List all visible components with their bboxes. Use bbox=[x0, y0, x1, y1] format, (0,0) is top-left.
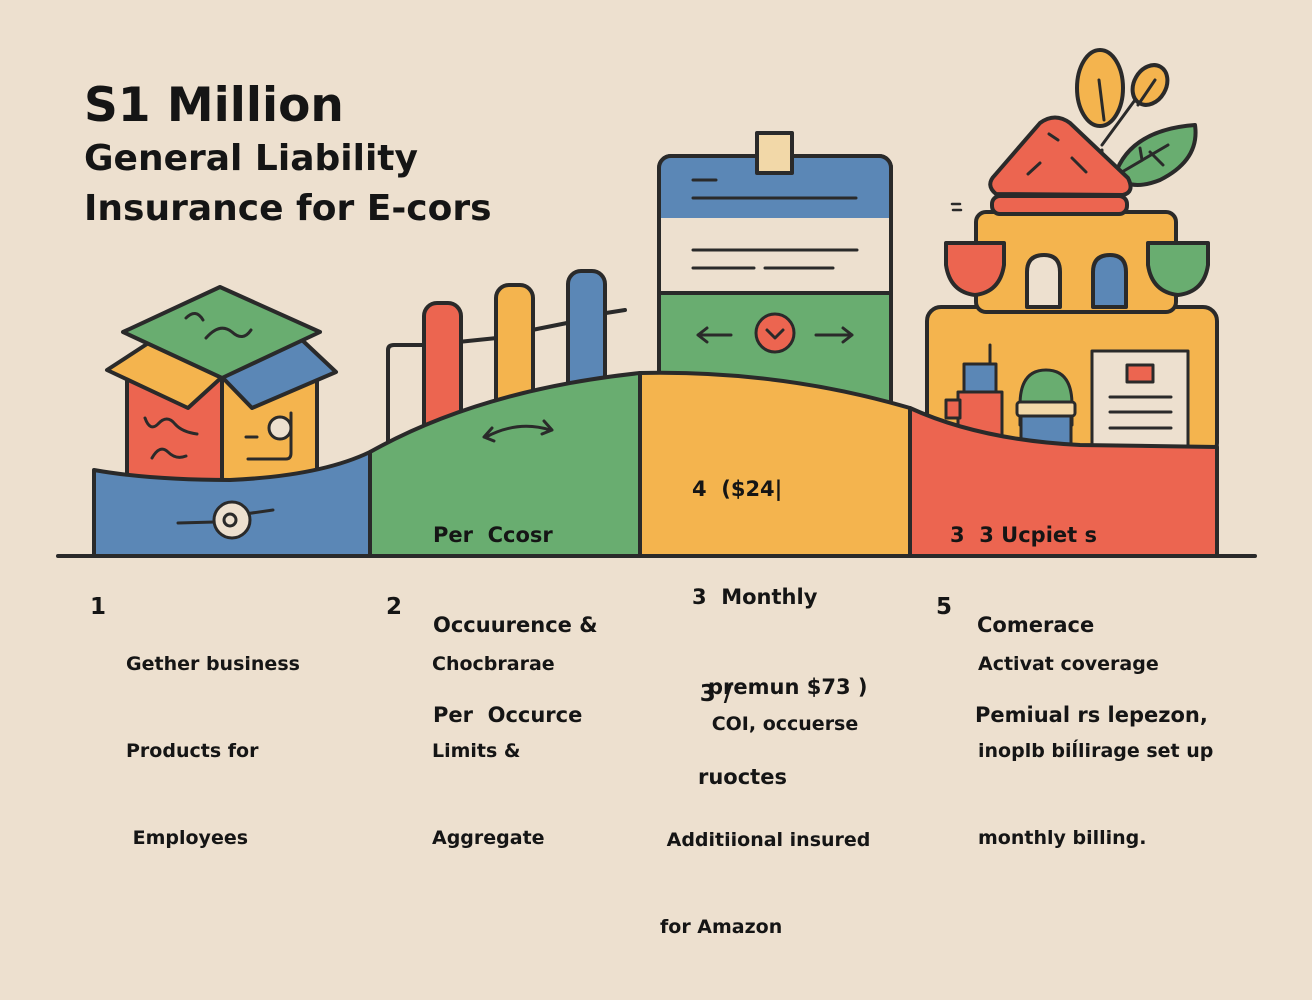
band-green-text: Per Ccosr Occuurence & Per Occurce bbox=[433, 523, 598, 727]
step-text: Chocbrarae Limits & Aggregate bbox=[432, 653, 555, 849]
infographic-illustration bbox=[56, 48, 1257, 558]
step-5: 5 Activat coverage inoplb biĺlirage set … bbox=[936, 592, 1213, 911]
band-red-text: 3 3 Ucpiet s Comerace Pemiual rs lepezon… bbox=[950, 523, 1208, 727]
step-number: 1 bbox=[90, 594, 107, 620]
step-number: 2 bbox=[386, 594, 403, 620]
step-3: 3 / COI, occuerse Additiional insured fo… bbox=[660, 592, 870, 1000]
title-subject: General Liability bbox=[84, 138, 418, 179]
step-text: Activat coverage inoplb biĺlirage set up… bbox=[978, 653, 1214, 849]
title-audience: Insurance for E-cors bbox=[84, 188, 492, 229]
storefront-icon bbox=[925, 48, 1219, 459]
band-red bbox=[908, 406, 1219, 558]
step-number: 5 bbox=[936, 594, 953, 620]
open-box-icon bbox=[105, 285, 338, 482]
step-text: Gether business Products for Employees bbox=[126, 653, 300, 849]
step-2: 2 Chocbrarae Limits & Aggregate bbox=[386, 592, 555, 911]
step-1: 1 Gether business Products for Employees bbox=[90, 592, 300, 911]
band-yellow-text: 4 ($24| 3 Monthly premun $73 ) ruoctes bbox=[692, 477, 868, 789]
title-block: S1 Million General Liability Insurance f… bbox=[84, 78, 492, 234]
title-amount: S1 Million bbox=[84, 78, 344, 133]
step-number: 3 / bbox=[699, 681, 733, 707]
step-text: 3 / COI, occuerse Additiional insured fo… bbox=[660, 681, 871, 938]
